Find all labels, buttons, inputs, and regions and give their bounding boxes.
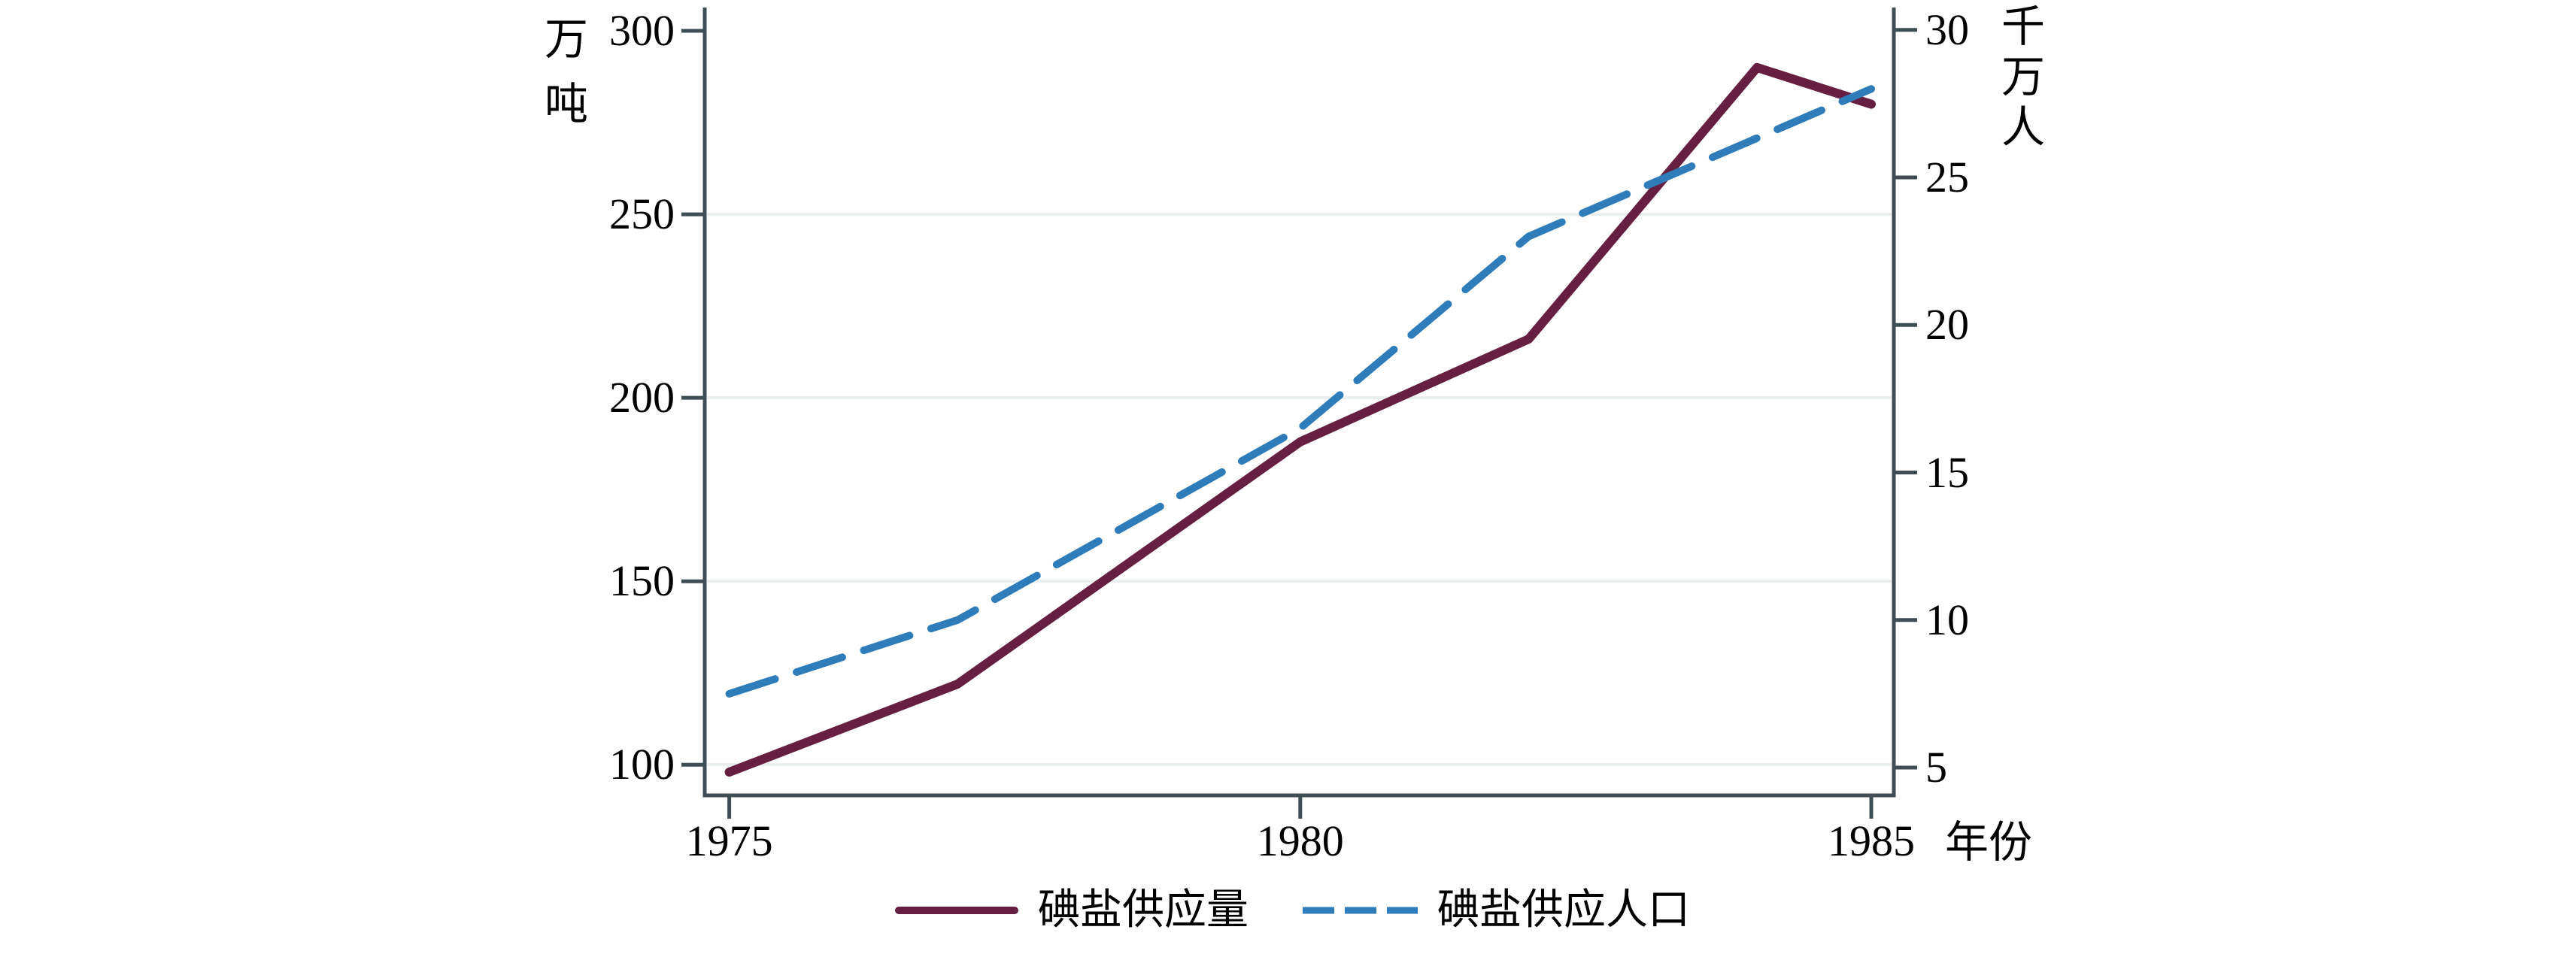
legend-label-supply: 碘盐供应量: [1038, 887, 1249, 934]
y-right-tick-label: 5: [1925, 743, 1947, 792]
y-right-tick-label: 25: [1925, 153, 1969, 201]
y-right-tick-label: 20: [1925, 300, 1969, 350]
series-population-line: [725, 85, 1875, 698]
y-left-tick-label: 300: [609, 6, 675, 55]
y-left-tick-label: 200: [609, 373, 675, 422]
y-right-tick-label: 10: [1925, 595, 1969, 644]
x-axis-title: 年份: [1945, 818, 2033, 867]
series-supply-line: [724, 62, 1876, 777]
solid-line-swatch: [895, 902, 1018, 919]
legend: 碘盐供应量 碘盐供应人口: [895, 881, 1690, 940]
y-right-tick-label: 30: [1925, 5, 1969, 54]
legend-label-population: 碘盐供应人口: [1437, 887, 1690, 934]
y-right-tick-label: 15: [1925, 447, 1969, 497]
y-right-axis-title: 千万人: [2001, 2, 2045, 152]
y-left-axis-title: 万吨: [544, 15, 588, 129]
x-tick-label: 1975: [685, 816, 773, 865]
y-left-tick-label: 250: [609, 189, 675, 239]
x-tick-label: 1985: [1828, 816, 1915, 865]
x-tick-label: 1980: [1256, 816, 1344, 865]
y-left-tick-label: 150: [609, 556, 675, 606]
dashed-line-swatch: [1303, 902, 1418, 919]
y-left-tick-label: 100: [609, 740, 675, 789]
